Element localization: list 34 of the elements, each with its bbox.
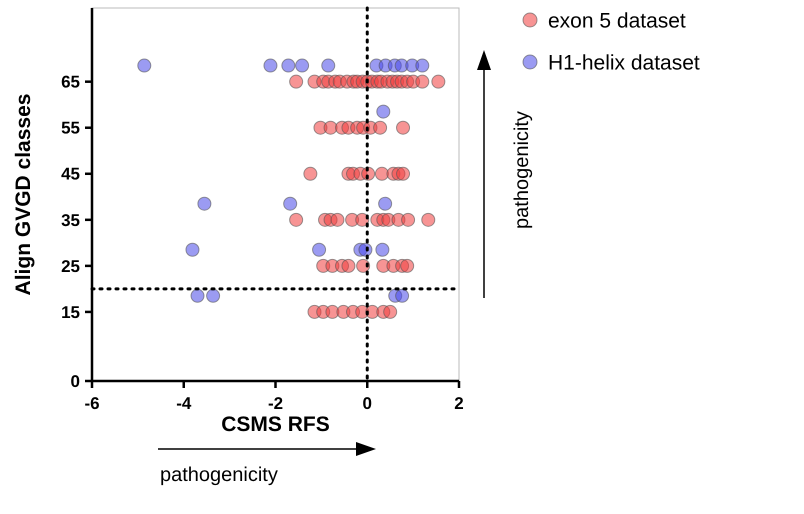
text: pathogenicity (511, 111, 533, 229)
legend-label: exon 5 dataset (548, 9, 686, 32)
y-tick-label: 0 (70, 372, 80, 391)
point (206, 288, 220, 303)
x-tick-label: -6 (84, 394, 100, 413)
point (185, 242, 200, 257)
point (312, 242, 326, 257)
point (375, 242, 390, 257)
y-axis-title: Align GVGD classes (12, 94, 35, 296)
point (295, 58, 310, 73)
x-tick-label: 0 (362, 394, 372, 413)
point (378, 196, 392, 211)
legend-label: H1-helix dataset (548, 51, 700, 74)
y-tick-label: 55 (61, 118, 80, 138)
point (281, 58, 296, 73)
point (263, 58, 278, 73)
x-tick-label: -2 (268, 394, 284, 413)
x-tick-label: -4 (176, 394, 192, 413)
y-tick-label: 25 (61, 256, 80, 276)
point (190, 288, 205, 303)
point (395, 288, 410, 303)
y-tick-label: 35 (61, 210, 80, 230)
y-tick-label: 65 (61, 72, 80, 92)
y-tick-label: 15 (61, 302, 80, 322)
point (376, 104, 390, 119)
point (197, 196, 212, 211)
text: pathogenicity (160, 464, 278, 486)
y-tick-label: 45 (61, 164, 80, 184)
x-axis-title: CSMS RFS (221, 413, 330, 436)
point (321, 58, 336, 73)
point (283, 196, 298, 211)
x-tick-label: 2 (454, 394, 464, 413)
point (137, 58, 152, 73)
point (415, 58, 430, 73)
